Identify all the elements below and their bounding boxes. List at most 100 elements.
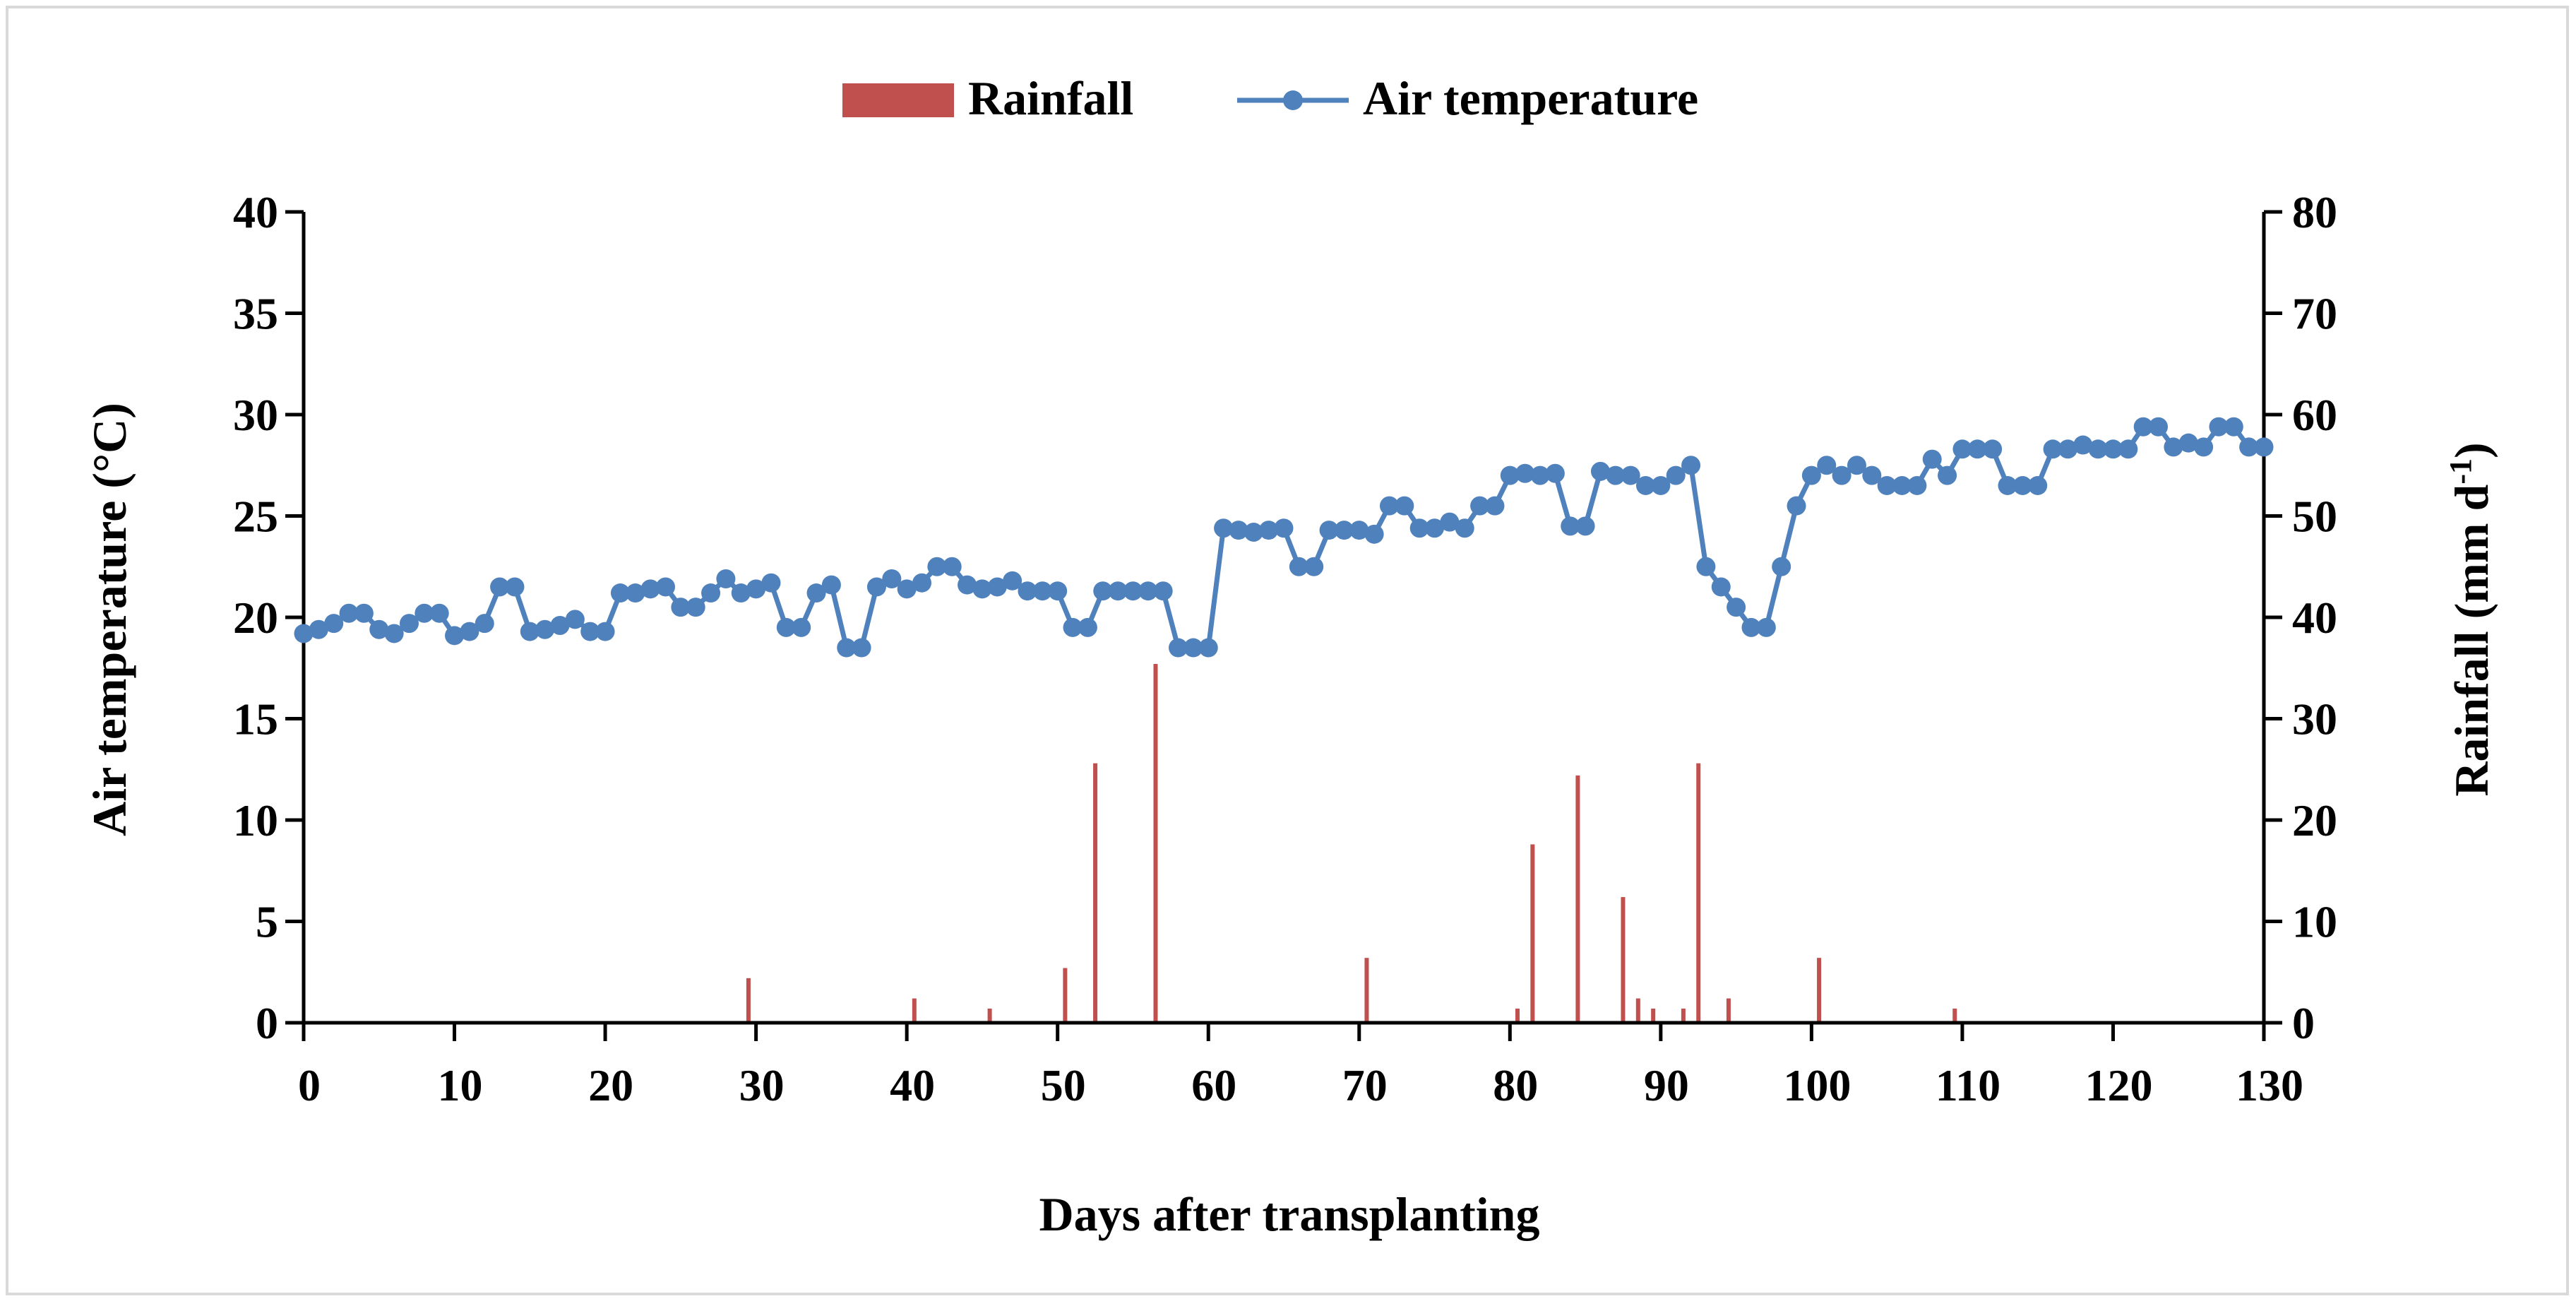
rainfall-bar bbox=[1063, 968, 1067, 1023]
rainfall-bar bbox=[1636, 999, 1640, 1023]
x-tick-label: 80 bbox=[1493, 1060, 1538, 1110]
temperature-point bbox=[1048, 581, 1067, 600]
x-tick-label: 100 bbox=[1783, 1060, 1851, 1110]
temperature-point bbox=[1907, 476, 1926, 495]
x-tick-label: 50 bbox=[1041, 1060, 1086, 1110]
temperature-point bbox=[1938, 466, 1957, 485]
temperature-point bbox=[943, 557, 962, 576]
temperature-point bbox=[1365, 525, 1384, 544]
temperature-point bbox=[1772, 557, 1791, 576]
temperature-point bbox=[792, 618, 811, 637]
temperature-point bbox=[354, 604, 374, 623]
temperature-point bbox=[1787, 497, 1806, 516]
y-right-tick-label: 20 bbox=[2292, 795, 2337, 845]
temperature-point bbox=[505, 577, 524, 596]
temperature-point bbox=[656, 577, 675, 596]
temperature-point bbox=[1275, 518, 1294, 538]
rainfall-bar bbox=[1575, 776, 1580, 1023]
x-tick-label: 130 bbox=[2236, 1060, 2303, 1110]
y-right-tick-label: 60 bbox=[2292, 390, 2337, 440]
y-right-tick-label: 0 bbox=[2292, 998, 2315, 1048]
temperature-point bbox=[1681, 456, 1700, 475]
temperature-point bbox=[1078, 618, 1097, 637]
temperature-point bbox=[1199, 639, 1218, 658]
temperature-point bbox=[686, 598, 705, 617]
y-right-tick-label: 30 bbox=[2292, 694, 2337, 744]
y-right-tick-label: 50 bbox=[2292, 492, 2337, 542]
temperature-point bbox=[430, 604, 449, 623]
y-left-tick-label: 30 bbox=[233, 390, 278, 440]
x-tick-label: 110 bbox=[1936, 1060, 2000, 1110]
y-left-axis-title: Air temperature (°C) bbox=[83, 403, 136, 836]
temperature-point bbox=[1546, 464, 1565, 483]
y-right-tick-label: 80 bbox=[2292, 187, 2337, 237]
y-right-axis-title-main: Rainfall (mm d bbox=[2445, 484, 2498, 796]
temperature-point bbox=[1923, 450, 1942, 469]
temperature-point bbox=[1712, 577, 1731, 596]
y-right-axis-title-close: ) bbox=[2445, 442, 2498, 458]
temperature-point bbox=[1304, 557, 1323, 576]
y-left-tick-label: 25 bbox=[233, 492, 278, 542]
rainfall-bar bbox=[988, 1009, 992, 1023]
temperature-point bbox=[2224, 417, 2243, 437]
temperature-point bbox=[1757, 618, 1776, 637]
x-tick-label: 90 bbox=[1644, 1060, 1689, 1110]
rainfall-bar bbox=[1093, 764, 1097, 1023]
rainfall-bar bbox=[1696, 764, 1700, 1023]
x-tick-label: 120 bbox=[2085, 1060, 2152, 1110]
rainfall-bar bbox=[1364, 958, 1368, 1023]
temperature-point bbox=[1154, 581, 1173, 600]
y-left-tick-label: 20 bbox=[233, 593, 278, 643]
rainfall-bar bbox=[1153, 664, 1157, 1023]
rainfall-bar bbox=[1681, 1009, 1686, 1023]
rainfall-bar bbox=[1621, 897, 1625, 1023]
chart-frame bbox=[7, 7, 2568, 1294]
temperature-point bbox=[912, 574, 931, 593]
temperature-point bbox=[761, 574, 780, 593]
combo-chart: Rainfall Air temperature 0 5 10 15 20 25 30 35 4… bbox=[0, 0, 2576, 1302]
rainfall-bar bbox=[1530, 844, 1534, 1023]
y-left-tick-label: 10 bbox=[233, 795, 278, 845]
temperature-point bbox=[596, 622, 615, 641]
x-tick-label: 30 bbox=[739, 1060, 785, 1110]
rainfall-bar bbox=[1952, 1009, 1957, 1023]
y-left-tick-label: 0 bbox=[256, 998, 278, 1048]
y-left-tick-label: 15 bbox=[233, 694, 278, 744]
temperature-point bbox=[1485, 497, 1504, 516]
temperature-point bbox=[1696, 557, 1715, 576]
temperature-point bbox=[852, 639, 871, 658]
y-left-tick-label: 40 bbox=[233, 187, 278, 237]
temperature-point bbox=[1576, 516, 1595, 535]
temperature-point bbox=[475, 614, 494, 633]
chart-container: Rainfall Air temperature 0 5 10 15 20 25 30 35 4… bbox=[0, 0, 2576, 1302]
rainfall-bar bbox=[1817, 958, 1821, 1023]
rainfall-bar bbox=[912, 999, 917, 1023]
temperature-point bbox=[1727, 598, 1746, 617]
legend-temperature-label: Air temperature bbox=[1363, 71, 1698, 125]
temperature-point bbox=[2118, 439, 2137, 458]
y-right-axis-title: Rainfall (mm d-1) bbox=[2443, 442, 2498, 796]
temperature-point bbox=[1395, 497, 1414, 516]
y-left-tick-label: 5 bbox=[256, 897, 278, 947]
x-tick-label: 10 bbox=[438, 1060, 483, 1110]
temperature-point bbox=[716, 569, 735, 588]
temperature-point bbox=[1983, 439, 2002, 458]
rainfall-bar bbox=[1727, 999, 1731, 1023]
temperature-point bbox=[822, 576, 841, 595]
x-tick-label: 70 bbox=[1342, 1060, 1388, 1110]
legend-rainfall-label: Rainfall bbox=[968, 71, 1133, 125]
x-tick-label: 0 bbox=[298, 1060, 321, 1110]
y-left-tick-label: 35 bbox=[233, 289, 278, 339]
temperature-point bbox=[2194, 437, 2213, 456]
temperature-point bbox=[701, 583, 720, 602]
x-axis-title: Days after transplanting bbox=[1039, 1187, 1540, 1241]
rainfall-bar bbox=[1651, 1009, 1655, 1023]
temperature-point bbox=[2028, 476, 2047, 495]
legend-rainfall-swatch bbox=[842, 83, 954, 117]
x-tick-label: 40 bbox=[890, 1060, 935, 1110]
temperature-point bbox=[2149, 417, 2168, 437]
rainfall-bar bbox=[746, 978, 751, 1023]
y-right-tick-label: 70 bbox=[2292, 289, 2337, 339]
y-right-tick-label: 40 bbox=[2292, 593, 2337, 643]
x-tick-label: 20 bbox=[588, 1060, 633, 1110]
